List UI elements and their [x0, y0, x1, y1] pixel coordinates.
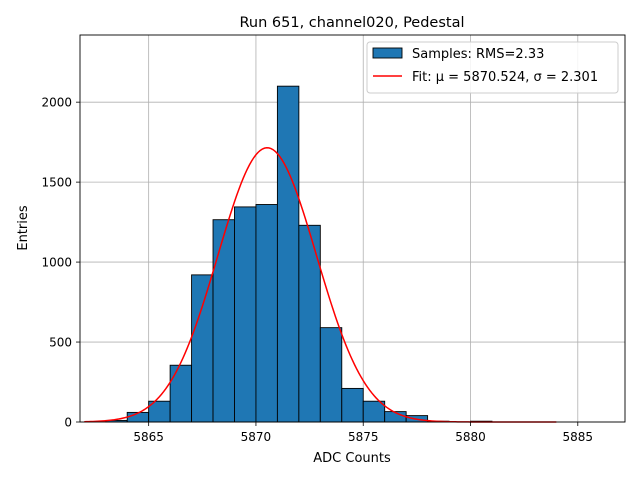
histogram-bar: [255, 204, 278, 423]
histogram-bar: [276, 85, 300, 423]
histogram-bars: [105, 85, 493, 423]
x-tick-label: 5870: [241, 430, 272, 444]
histogram-bar: [169, 364, 193, 423]
x-tick-label: 5880: [455, 430, 486, 444]
legend-samples-label: Samples: RMS=2.33: [412, 47, 544, 62]
y-axis-label: Entries: [16, 205, 31, 251]
histogram-bar: [362, 400, 386, 423]
histogram-bar: [341, 387, 364, 423]
histogram-bar: [298, 224, 321, 423]
histogram-bar: [234, 206, 257, 423]
histogram-bar: [191, 274, 214, 423]
y-tick-label: 500: [49, 336, 72, 350]
histogram-bar: [319, 327, 343, 423]
legend-box: [366, 41, 619, 94]
legend: Samples: RMS=2.33 Fit: μ = 5870.524, σ =…: [366, 41, 619, 94]
x-tick-label: 5865: [133, 430, 164, 444]
axes-frame: [79, 34, 626, 423]
chart-title: Run 651, channel020, Pedestal: [239, 15, 464, 31]
x-tick-label: 5885: [563, 430, 594, 444]
x-tick-label: 5875: [348, 430, 379, 444]
histogram-bar: [212, 219, 235, 423]
legend-fit-label: Fit: μ = 5870.524, σ = 2.301: [412, 70, 598, 85]
y-tick-label: 1000: [41, 256, 72, 270]
y-axis-ticks: 0 500 1000 1500 2000: [41, 96, 80, 430]
y-tick-label: 0: [64, 416, 72, 430]
x-axis-label: ADC Counts: [313, 451, 391, 466]
y-tick-label: 2000: [41, 96, 72, 110]
legend-samples-patch: [372, 47, 403, 59]
x-axis-ticks: 5865 5870 5875 5880 5885: [133, 422, 593, 444]
y-tick-label: 1500: [41, 176, 72, 190]
